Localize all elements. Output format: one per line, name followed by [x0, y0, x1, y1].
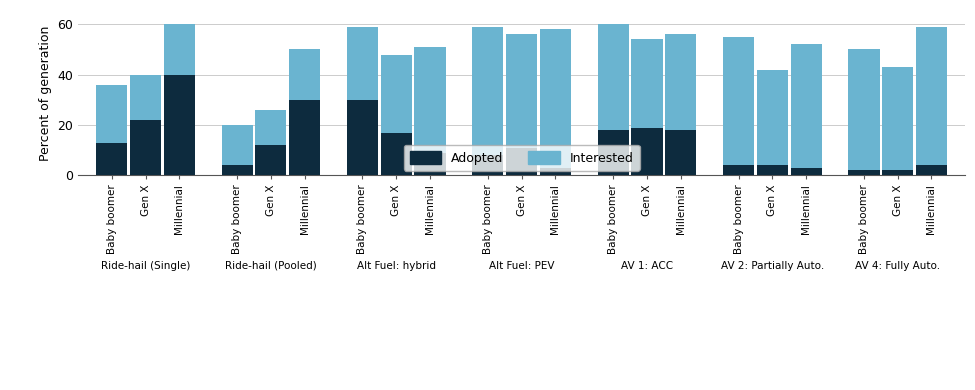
Bar — [380, 55, 411, 133]
Bar — [632, 39, 663, 128]
Bar — [723, 165, 754, 176]
Bar — [221, 165, 253, 176]
Bar — [97, 143, 128, 176]
Bar — [632, 128, 663, 176]
Bar — [290, 100, 320, 176]
Bar — [916, 165, 947, 176]
Bar — [506, 34, 537, 148]
Y-axis label: Percent of generation: Percent of generation — [39, 26, 52, 161]
Bar — [347, 27, 378, 100]
Bar — [290, 50, 320, 100]
Bar — [414, 153, 446, 176]
Text: Alt Fuel: hybrid: Alt Fuel: hybrid — [357, 261, 436, 271]
Bar — [723, 37, 754, 165]
Bar — [882, 67, 914, 170]
Bar — [164, 24, 195, 75]
Bar — [848, 170, 879, 176]
Text: Ride-hail (Pooled): Ride-hail (Pooled) — [225, 261, 317, 271]
Bar — [130, 120, 161, 176]
Bar — [97, 85, 128, 143]
Bar — [791, 168, 822, 176]
Legend: Adopted, Interested: Adopted, Interested — [404, 145, 640, 171]
Bar — [916, 27, 947, 165]
Bar — [472, 155, 503, 176]
Bar — [130, 75, 161, 120]
Bar — [221, 125, 253, 165]
Bar — [882, 170, 914, 176]
Bar — [665, 34, 696, 130]
Bar — [472, 27, 503, 155]
Bar — [598, 130, 629, 176]
Text: Ride-hail (Single): Ride-hail (Single) — [100, 261, 190, 271]
Bar — [255, 110, 287, 145]
Bar — [347, 100, 378, 176]
Bar — [506, 148, 537, 176]
Bar — [540, 168, 571, 176]
Text: AV 4: Fully Auto.: AV 4: Fully Auto. — [855, 261, 940, 271]
Text: Alt Fuel: PEV: Alt Fuel: PEV — [488, 261, 555, 271]
Text: AV 1: ACC: AV 1: ACC — [621, 261, 673, 271]
Bar — [791, 44, 822, 168]
Bar — [380, 133, 411, 176]
Bar — [255, 145, 287, 176]
Bar — [848, 50, 879, 170]
Text: AV 2: Partially Auto.: AV 2: Partially Auto. — [721, 261, 824, 271]
Bar — [665, 130, 696, 176]
Bar — [757, 165, 788, 176]
Bar — [540, 29, 571, 168]
Bar — [164, 75, 195, 176]
Bar — [414, 47, 446, 153]
Bar — [598, 24, 629, 130]
Bar — [757, 70, 788, 165]
